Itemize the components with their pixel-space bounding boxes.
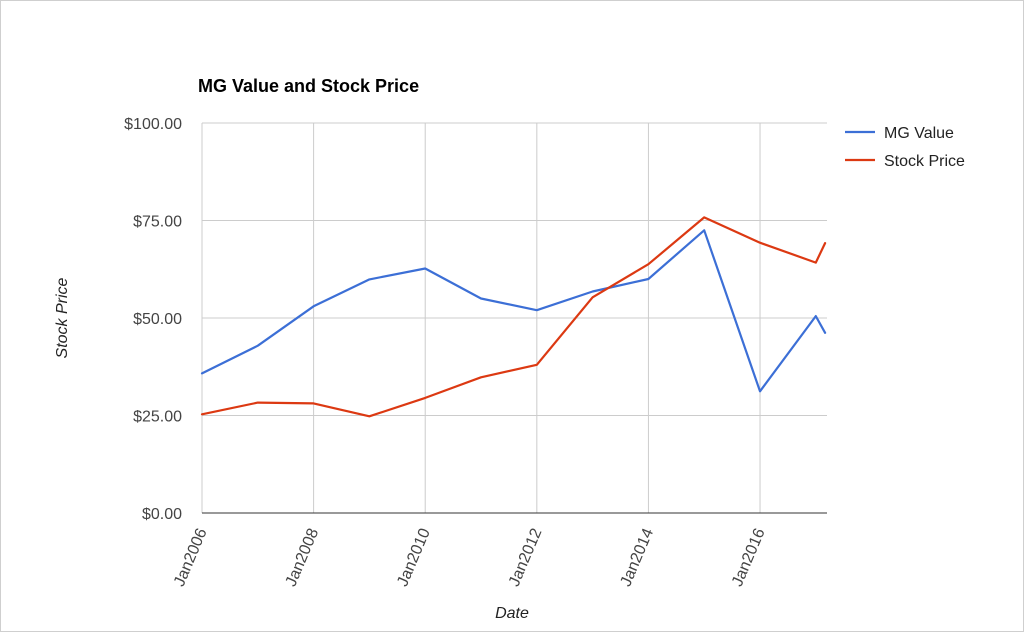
legend: MG Value Stock Price xyxy=(845,125,965,170)
series-line-mg-value xyxy=(200,229,827,393)
y-tick-label: $0.00 xyxy=(142,506,182,523)
series-line-stock-price xyxy=(200,216,827,418)
y-tick-label: $50.00 xyxy=(133,311,182,328)
legend-label: MG Value xyxy=(884,125,954,142)
y-axis-label: Stock Price xyxy=(54,277,71,358)
chart-title: MG Value and Stock Price xyxy=(198,76,419,96)
x-tick-label: Jan2006 xyxy=(171,526,211,589)
grid-layer xyxy=(201,122,827,513)
x-axis-ticks: Jan2006 Jan2008 Jan2010 Jan2012 Jan2014 Jan20… xyxy=(171,526,769,589)
page-bottom-strip xyxy=(0,632,1024,638)
y-tick-label: $100.00 xyxy=(124,116,182,133)
y-tick-label: $25.00 xyxy=(133,409,182,426)
x-tick-label: Jan2012 xyxy=(506,526,546,589)
y-axis-ticks: $0.00 $25.00 $50.00 $75.00 $100.00 xyxy=(124,116,182,523)
x-tick-label: Jan2014 xyxy=(617,526,657,589)
x-axis-label: Date xyxy=(495,605,529,622)
x-tick-label: Jan2008 xyxy=(283,526,323,589)
y-tick-label: $75.00 xyxy=(133,214,182,231)
x-tick-label: Jan2010 xyxy=(394,526,434,589)
legend-label: Stock Price xyxy=(884,153,965,170)
series-layer xyxy=(200,216,827,418)
x-tick-label: Jan2016 xyxy=(729,526,769,589)
